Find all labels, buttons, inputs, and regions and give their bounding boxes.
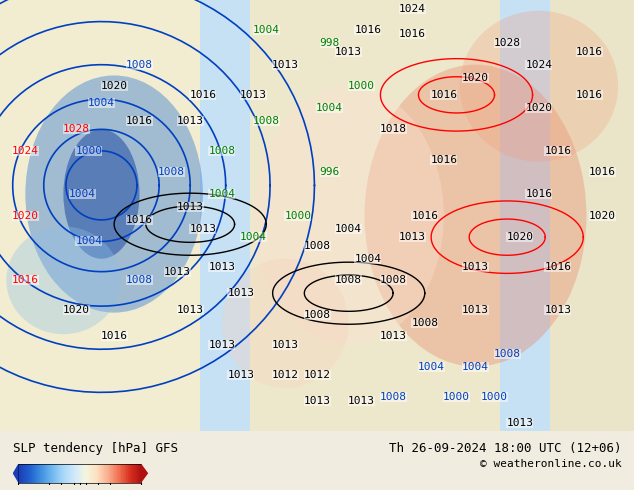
Text: 1020: 1020 xyxy=(526,103,552,113)
Text: 1016: 1016 xyxy=(576,47,603,57)
Text: 1013: 1013 xyxy=(240,90,267,100)
Text: 1013: 1013 xyxy=(177,305,204,316)
Text: 1016: 1016 xyxy=(126,215,153,225)
Text: 1008: 1008 xyxy=(335,275,362,285)
Text: 1020: 1020 xyxy=(507,232,533,242)
Text: 1013: 1013 xyxy=(228,370,254,380)
Text: 1000: 1000 xyxy=(443,392,470,402)
Text: 1013: 1013 xyxy=(228,288,254,298)
Text: 1016: 1016 xyxy=(354,25,381,35)
Text: 1008: 1008 xyxy=(126,60,153,70)
Text: 1016: 1016 xyxy=(190,90,216,100)
Text: 1008: 1008 xyxy=(494,348,521,359)
Text: 1004: 1004 xyxy=(88,98,115,108)
Text: 1004: 1004 xyxy=(69,189,96,199)
Text: 1016: 1016 xyxy=(101,331,127,342)
Text: 1028: 1028 xyxy=(494,38,521,48)
Text: 1012: 1012 xyxy=(272,370,299,380)
Ellipse shape xyxy=(63,129,139,259)
Text: 1016: 1016 xyxy=(430,154,457,165)
Text: 1004: 1004 xyxy=(209,189,235,199)
Text: 1013: 1013 xyxy=(462,305,489,316)
Text: 1020: 1020 xyxy=(589,211,616,220)
Ellipse shape xyxy=(6,226,120,334)
Text: © weatheronline.co.uk: © weatheronline.co.uk xyxy=(479,459,621,468)
Text: 1004: 1004 xyxy=(354,254,381,264)
Text: 1018: 1018 xyxy=(380,124,406,134)
Text: 1013: 1013 xyxy=(507,417,533,428)
Text: 1013: 1013 xyxy=(304,396,330,406)
Text: 1024: 1024 xyxy=(399,3,425,14)
Text: 1004: 1004 xyxy=(462,362,489,371)
Text: 1013: 1013 xyxy=(209,340,235,350)
Text: 1012: 1012 xyxy=(304,370,330,380)
Text: 1020: 1020 xyxy=(12,211,39,220)
Text: 1000: 1000 xyxy=(481,392,508,402)
Text: 1020: 1020 xyxy=(63,305,89,316)
Text: 1008: 1008 xyxy=(380,392,406,402)
Text: 1013: 1013 xyxy=(348,396,375,406)
Text: 1008: 1008 xyxy=(158,168,184,177)
Text: 1013: 1013 xyxy=(209,262,235,272)
Text: 1028: 1028 xyxy=(63,124,89,134)
Text: 1013: 1013 xyxy=(380,331,406,342)
Text: 998: 998 xyxy=(320,38,340,48)
Text: Th 26-09-2024 18:00 UTC (12+06): Th 26-09-2024 18:00 UTC (12+06) xyxy=(389,442,621,455)
Text: 1008: 1008 xyxy=(304,241,330,251)
Text: 1004: 1004 xyxy=(335,223,362,234)
Text: 996: 996 xyxy=(320,168,340,177)
Text: 1013: 1013 xyxy=(164,267,191,277)
Text: 1024: 1024 xyxy=(12,146,39,156)
Text: 1008: 1008 xyxy=(304,310,330,320)
Text: 1013: 1013 xyxy=(272,340,299,350)
Text: 1008: 1008 xyxy=(411,318,438,328)
Text: 1008: 1008 xyxy=(126,275,153,285)
Ellipse shape xyxy=(25,75,203,313)
Text: 1013: 1013 xyxy=(545,305,571,316)
Text: 1000: 1000 xyxy=(285,211,311,220)
Text: 1004: 1004 xyxy=(253,25,280,35)
Text: 1013: 1013 xyxy=(399,232,425,242)
Text: 1016: 1016 xyxy=(545,146,571,156)
Text: 1020: 1020 xyxy=(462,73,489,83)
Text: 1004: 1004 xyxy=(240,232,267,242)
Text: 1004: 1004 xyxy=(75,237,102,246)
FancyArrow shape xyxy=(13,464,18,483)
Text: 1004: 1004 xyxy=(418,362,444,371)
Text: 1024: 1024 xyxy=(526,60,552,70)
Text: 1000: 1000 xyxy=(75,146,102,156)
Text: 1016: 1016 xyxy=(526,189,552,199)
Text: 1020: 1020 xyxy=(101,81,127,91)
Text: 1016: 1016 xyxy=(576,90,603,100)
Text: 1016: 1016 xyxy=(399,29,425,40)
Text: 1016: 1016 xyxy=(12,275,39,285)
Text: 1013: 1013 xyxy=(335,47,362,57)
Text: 1013: 1013 xyxy=(272,60,299,70)
Text: 1013: 1013 xyxy=(177,116,204,126)
Text: 1016: 1016 xyxy=(589,168,616,177)
Text: 1008: 1008 xyxy=(253,116,280,126)
Ellipse shape xyxy=(254,86,444,345)
Ellipse shape xyxy=(365,65,586,367)
Bar xyxy=(18,464,141,483)
Text: 1016: 1016 xyxy=(430,90,457,100)
FancyArrow shape xyxy=(141,464,148,483)
Text: 1016: 1016 xyxy=(411,211,438,220)
Text: 1013: 1013 xyxy=(462,262,489,272)
Text: 1016: 1016 xyxy=(545,262,571,272)
Text: 1013: 1013 xyxy=(190,223,216,234)
Text: 1004: 1004 xyxy=(316,103,343,113)
Text: 1008: 1008 xyxy=(380,275,406,285)
Text: 1000: 1000 xyxy=(348,81,375,91)
Text: 1008: 1008 xyxy=(209,146,235,156)
Text: 1016: 1016 xyxy=(126,116,153,126)
Text: SLP tendency [hPa] GFS: SLP tendency [hPa] GFS xyxy=(13,442,178,455)
Ellipse shape xyxy=(222,259,349,388)
Ellipse shape xyxy=(460,11,618,162)
Text: 1013: 1013 xyxy=(177,202,204,212)
